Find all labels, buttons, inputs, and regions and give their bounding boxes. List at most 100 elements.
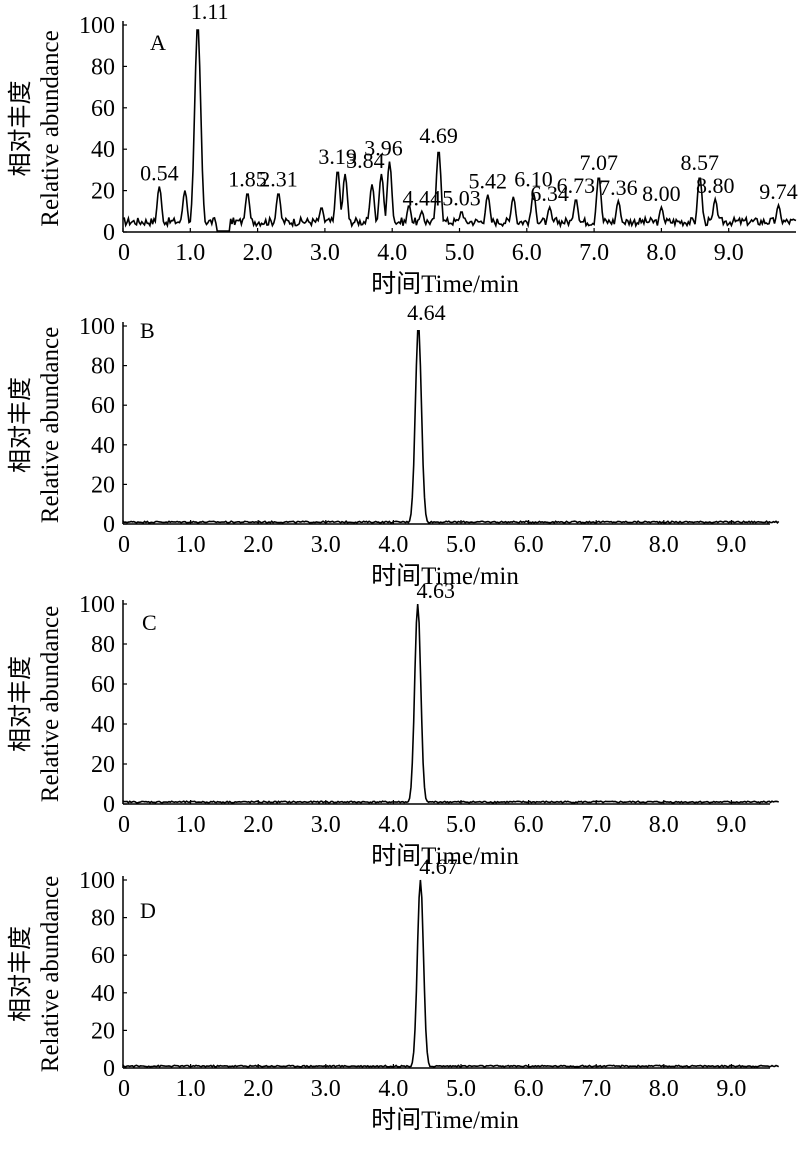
panel-letter: D <box>140 898 156 923</box>
peak-label: 3.96 <box>364 136 403 161</box>
chromatogram-trace <box>122 330 780 524</box>
chromatogram-trace <box>122 29 797 232</box>
x-tick-label: 5.0 <box>446 1076 476 1102</box>
x-tick-label: 1.0 <box>175 240 205 266</box>
x-tick-label: 3.0 <box>311 812 341 838</box>
chart-panel-d: 0 20 40 60 80 100 0 1.0 2.0 3.0 4.0 5.0 6.0 7.0 8.0 9.0… <box>7 854 780 1134</box>
peak-label: 7.07 <box>580 150 619 175</box>
x-tick-label: 8.0 <box>649 532 679 558</box>
y-tick-label: 100 <box>79 13 115 39</box>
y-tick-label: 80 <box>91 632 115 658</box>
peak-label: 4.63 <box>416 578 455 603</box>
y-tick-label: 20 <box>91 752 115 778</box>
chart-panel-b: 0 20 40 60 80 100 0 1.0 2.0 3.0 4.0 5.0 6.0 7.0 8.0 9.0… <box>7 300 780 590</box>
peak-label: 1.85 <box>228 167 267 192</box>
x-tick-label: 4.0 <box>377 240 407 266</box>
x-tick-label: 2.0 <box>243 240 273 266</box>
peak-label: 6.34 <box>530 181 569 206</box>
y-axis-title-en: Relative abundance <box>37 30 64 226</box>
peak-label: 6.73 <box>557 173 596 198</box>
y-tick-label: 40 <box>91 433 115 459</box>
x-tick-label: 8.0 <box>649 812 679 838</box>
y-tick-label: 0 <box>103 792 115 818</box>
x-axis-title: 时间Time/min <box>371 270 519 298</box>
peak-label: 5.03 <box>442 185 481 210</box>
x-tick-label: 6.0 <box>514 532 544 558</box>
y-axis-title-cn: 相对丰度 <box>7 377 34 473</box>
x-tick-label: 5.0 <box>445 240 475 266</box>
y-tick-label: 0 <box>103 512 115 538</box>
x-tick-label: 8.0 <box>646 240 676 266</box>
x-tick-label: 0 <box>118 1076 130 1102</box>
y-tick-label: 80 <box>91 354 115 380</box>
x-tick-label: 8.0 <box>649 1076 679 1102</box>
y-tick-label: 60 <box>91 393 115 419</box>
y-tick-label: 20 <box>91 472 115 498</box>
x-tick-label: 2.0 <box>243 1076 273 1102</box>
y-tick-label: 100 <box>79 314 115 340</box>
peak-label: 0.54 <box>140 160 179 185</box>
y-tick-label: 60 <box>91 672 115 698</box>
y-tick-label: 60 <box>91 96 115 122</box>
peak-label: 3.84 <box>346 148 385 173</box>
x-tick-label: 1.0 <box>176 812 206 838</box>
x-tick-label: 7.0 <box>581 1076 611 1102</box>
x-axis-title: 时间Time/min <box>371 842 519 870</box>
x-tick-label: 3.0 <box>311 532 341 558</box>
peak-label: 3.19 <box>318 144 357 169</box>
peak-label: 4.69 <box>419 123 458 148</box>
peak-label: 7.36 <box>599 175 638 200</box>
x-tick-label: 4.0 <box>378 1076 408 1102</box>
x-tick-label: 7.0 <box>581 532 611 558</box>
peak-label: 5.42 <box>469 169 508 194</box>
x-tick-label: 4.0 <box>378 532 408 558</box>
peak-label: 4.44 <box>403 185 442 210</box>
y-axis-title-cn: 相对丰度 <box>7 656 34 752</box>
panel-letter: B <box>140 318 155 343</box>
x-tick-label: 0 <box>118 240 130 266</box>
x-tick-label: 9.0 <box>716 1076 746 1102</box>
x-tick-label: 0 <box>118 532 130 558</box>
peak-label: 1.11 <box>191 0 229 24</box>
x-tick-label: 6.0 <box>512 240 542 266</box>
x-axis-title: 时间Time/min <box>371 1106 519 1134</box>
peak-label: 2.31 <box>259 167 298 192</box>
y-tick-label: 40 <box>91 712 115 738</box>
y-axis-title-en: Relative abundance <box>37 606 64 802</box>
peak-label: 8.57 <box>681 150 720 175</box>
x-tick-label: 0 <box>118 812 130 838</box>
y-tick-label: 0 <box>103 1056 115 1082</box>
y-tick-label: 20 <box>91 1018 115 1044</box>
y-tick-label: 80 <box>91 54 115 80</box>
x-tick-label: 5.0 <box>446 812 476 838</box>
x-tick-label: 3.0 <box>310 240 340 266</box>
x-tick-label: 6.0 <box>514 812 544 838</box>
x-tick-label: 9.0 <box>716 812 746 838</box>
x-tick-label: 6.0 <box>514 1076 544 1102</box>
chart-panel-a: 0 20 40 60 80 100 0 1.0 2.0 3.0 4.0 5.0 6.0 7.0 8.0 9.0… <box>7 0 798 298</box>
peak-label: 8.00 <box>642 181 681 206</box>
peak-label: 4.64 <box>407 300 446 325</box>
y-tick-label: 20 <box>91 179 115 205</box>
panel-letter: C <box>142 610 157 635</box>
y-axis-title-en: Relative abundance <box>37 327 64 523</box>
chromatogram-trace <box>122 879 780 1068</box>
chart-panel-c: 0 20 40 60 80 100 0 1.0 2.0 3.0 4.0 5.0 6.0 7.0 8.0 9.0… <box>7 578 779 870</box>
y-tick-label: 100 <box>79 592 115 618</box>
peak-label: 6.10 <box>514 167 553 192</box>
y-axis-title-en: Relative abundance <box>37 876 64 1072</box>
x-tick-label: 9.0 <box>714 240 744 266</box>
y-axis-title-cn: 相对丰度 <box>7 926 34 1022</box>
x-tick-label: 4.0 <box>378 812 408 838</box>
y-tick-label: 80 <box>91 906 115 932</box>
x-tick-label: 7.0 <box>581 812 611 838</box>
x-tick-label: 5.0 <box>446 532 476 558</box>
y-tick-label: 100 <box>79 868 115 894</box>
chromatogram-trace <box>122 603 779 804</box>
x-tick-label: 1.0 <box>176 1076 206 1102</box>
y-tick-label: 0 <box>103 220 115 246</box>
peak-label: 9.74 <box>759 179 798 204</box>
x-tick-label: 3.0 <box>311 1076 341 1102</box>
y-tick-label: 60 <box>91 943 115 969</box>
x-tick-label: 7.0 <box>579 240 609 266</box>
